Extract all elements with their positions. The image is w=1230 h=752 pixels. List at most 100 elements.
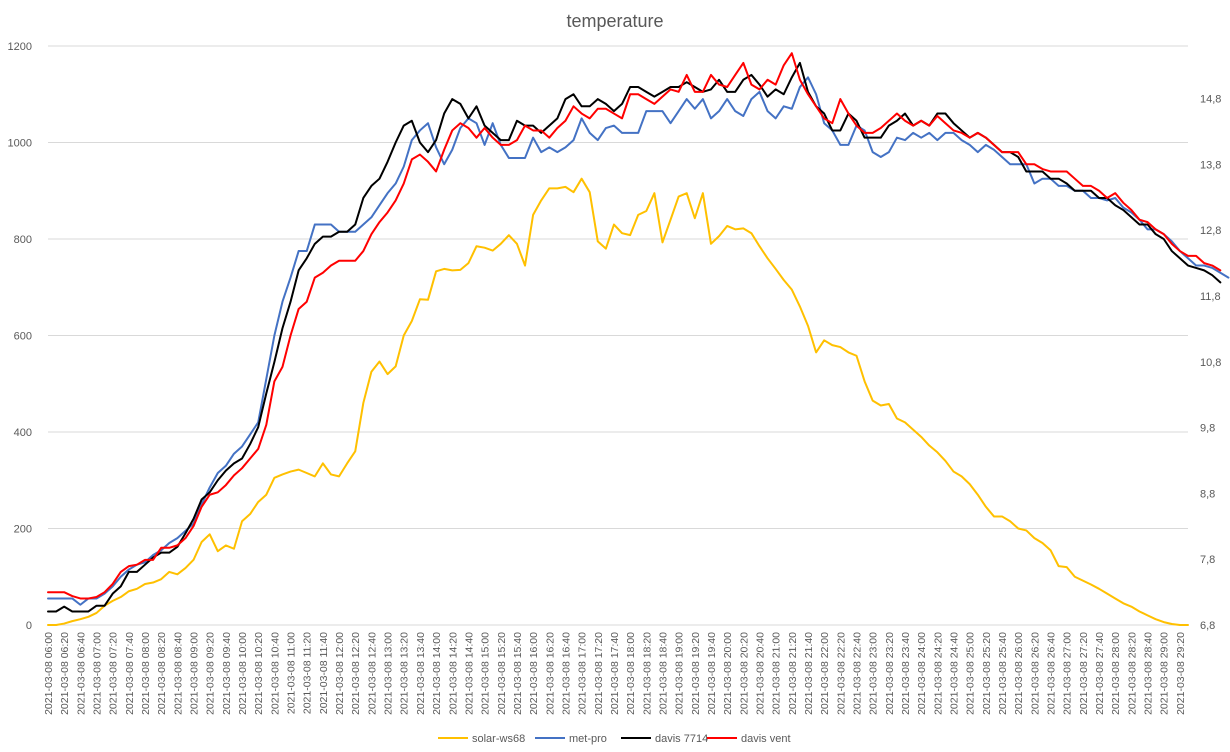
x-tick-label: 2021-03-08 25:40 — [997, 632, 1009, 715]
y-tick-label: 200 — [14, 524, 32, 536]
x-tick-label: 2021-03-08 16:20 — [544, 632, 556, 715]
x-tick-label: 2021-03-08 16:00 — [528, 632, 540, 715]
x-tick-label: 2021-03-08 12:40 — [366, 632, 378, 715]
y-axis-left: 0 200 400 600 800 1000 1200 — [8, 41, 32, 632]
y-tick-label: 600 — [14, 331, 32, 343]
x-tick-label: 2021-03-08 25:00 — [965, 632, 977, 715]
y2-tick-label: 10,8 — [1200, 357, 1221, 369]
x-axis: 2021-03-08 06:00 2021-03-08 06:20 2021-03-… — [43, 632, 1187, 715]
x-tick-label: 2021-03-08 11:00 — [286, 632, 298, 714]
y2-tick-label: 11,8 — [1200, 291, 1221, 303]
x-tick-label: 2021-03-08 15:00 — [480, 632, 492, 715]
x-tick-label: 2021-03-08 27:40 — [1094, 632, 1106, 715]
x-tick-label: 2021-03-08 18:00 — [625, 632, 637, 715]
y2-tick-label: 6,8 — [1200, 620, 1215, 632]
y-tick-label: 1000 — [8, 138, 32, 150]
x-tick-label: 2021-03-08 06:40 — [75, 632, 87, 715]
x-tick-label: 2021-03-08 21:00 — [771, 632, 783, 715]
x-tick-label: 2021-03-08 08:40 — [172, 632, 184, 715]
x-tick-label: 2021-03-08 17:00 — [577, 632, 589, 715]
x-tick-label: 2021-03-08 19:40 — [706, 632, 718, 715]
legend-label: solar-ws68 — [472, 733, 525, 745]
x-tick-label: 2021-03-08 23:00 — [868, 632, 880, 715]
legend-label: davis 7714 — [655, 733, 708, 745]
x-tick-label: 2021-03-08 07:00 — [92, 632, 104, 715]
x-tick-label: 2021-03-08 18:20 — [641, 632, 653, 715]
x-tick-label: 2021-03-08 12:00 — [334, 632, 346, 715]
x-tick-label: 2021-03-08 08:00 — [140, 632, 152, 715]
x-tick-label: 2021-03-08 28:00 — [1110, 632, 1122, 715]
legend-label: met-pro — [569, 733, 607, 745]
y2-tick-label: 12,8 — [1200, 225, 1221, 237]
series-lines — [47, 52, 1230, 626]
x-tick-label: 2021-03-08 09:20 — [205, 632, 217, 715]
x-tick-label: 2021-03-08 17:40 — [609, 632, 621, 715]
series-line-davis-7714 — [47, 61, 1222, 613]
y2-tick-label: 7,8 — [1200, 554, 1215, 566]
y2-tick-label: 13,8 — [1200, 159, 1221, 171]
x-tick-label: 2021-03-08 24:00 — [916, 632, 928, 715]
x-tick-label: 2021-03-08 24:40 — [949, 632, 961, 715]
x-tick-label: 2021-03-08 26:40 — [1046, 632, 1058, 715]
x-tick-label: 2021-03-08 13:40 — [415, 632, 427, 715]
x-tick-label: 2021-03-08 29:20 — [1175, 632, 1187, 715]
x-tick-label: 2021-03-08 21:20 — [787, 632, 799, 715]
series-line-met-pro — [47, 76, 1230, 606]
x-tick-label: 2021-03-08 10:40 — [269, 632, 281, 715]
x-tick-label: 2021-03-08 15:20 — [496, 632, 508, 715]
y2-tick-label: 8,8 — [1200, 488, 1215, 500]
x-tick-label: 2021-03-08 24:20 — [932, 632, 944, 715]
x-tick-label: 2021-03-08 27:20 — [1078, 632, 1090, 715]
series-line-davis-vent — [47, 52, 1222, 600]
x-tick-label: 2021-03-08 20:40 — [754, 632, 766, 715]
x-tick-label: 2021-03-08 26:00 — [1013, 632, 1025, 715]
gridlines — [48, 45, 1188, 626]
x-tick-label: 2021-03-08 14:00 — [431, 632, 443, 715]
x-tick-label: 2021-03-08 10:20 — [253, 632, 265, 715]
x-tick-label: 2021-03-08 22:00 — [819, 632, 831, 715]
x-tick-label: 2021-03-08 10:00 — [237, 632, 249, 715]
y2-tick-label: 9,8 — [1200, 423, 1215, 435]
x-tick-label: 2021-03-08 15:40 — [512, 632, 524, 715]
legend-label: davis vent — [741, 733, 791, 745]
x-tick-label: 2021-03-08 19:00 — [674, 632, 686, 715]
x-tick-label: 2021-03-08 09:40 — [221, 632, 233, 715]
x-tick-label: 2021-03-08 26:20 — [1029, 632, 1041, 715]
y-tick-label: 1200 — [8, 41, 32, 53]
x-tick-label: 2021-03-08 19:20 — [690, 632, 702, 715]
x-tick-label: 2021-03-08 23:40 — [900, 632, 912, 715]
x-tick-label: 2021-03-08 27:00 — [1062, 632, 1074, 715]
x-tick-label: 2021-03-08 06:00 — [43, 632, 55, 715]
x-tick-label: 2021-03-08 09:00 — [189, 632, 201, 715]
x-tick-label: 2021-03-08 28:40 — [1143, 632, 1155, 715]
x-tick-label: 2021-03-08 29:00 — [1159, 632, 1171, 715]
x-tick-label: 2021-03-08 12:20 — [350, 632, 362, 715]
x-tick-label: 2021-03-08 25:20 — [981, 632, 993, 715]
chart-title: temperature — [566, 11, 663, 31]
x-tick-label: 2021-03-08 13:20 — [399, 632, 411, 715]
x-tick-label: 2021-03-08 22:40 — [852, 632, 864, 715]
x-tick-label: 2021-03-08 20:00 — [722, 632, 734, 715]
x-tick-label: 2021-03-08 20:20 — [738, 632, 750, 715]
series-line-solar-ws68 — [47, 177, 1189, 626]
y-tick-label: 0 — [26, 620, 32, 632]
x-tick-label: 2021-03-08 08:20 — [156, 632, 168, 715]
x-tick-label: 2021-03-08 22:20 — [835, 632, 847, 715]
x-tick-label: 2021-03-08 21:40 — [803, 632, 815, 715]
x-tick-label: 2021-03-08 23:20 — [884, 632, 896, 715]
y-tick-label: 800 — [14, 234, 32, 246]
x-tick-label: 2021-03-08 06:20 — [59, 632, 71, 715]
x-tick-label: 2021-03-08 11:40 — [318, 632, 330, 714]
x-tick-label: 2021-03-08 14:40 — [463, 632, 475, 715]
x-tick-label: 2021-03-08 13:00 — [383, 632, 395, 715]
y2-tick-label: 14,8 — [1200, 94, 1221, 106]
x-tick-label: 2021-03-08 17:20 — [593, 632, 605, 715]
y-axis-right: 6,8 7,8 8,8 9,8 10,8 11,8 12,8 13,8 14,8 — [1200, 94, 1221, 632]
y-tick-label: 400 — [14, 427, 32, 439]
x-tick-label: 2021-03-08 18:40 — [657, 632, 669, 715]
legend: solar-ws68 met-pro davis 7714 davis vent — [438, 733, 791, 745]
x-tick-label: 2021-03-08 11:20 — [302, 632, 314, 714]
x-tick-label: 2021-03-08 16:40 — [560, 632, 572, 715]
x-tick-label: 2021-03-08 07:20 — [108, 632, 120, 715]
